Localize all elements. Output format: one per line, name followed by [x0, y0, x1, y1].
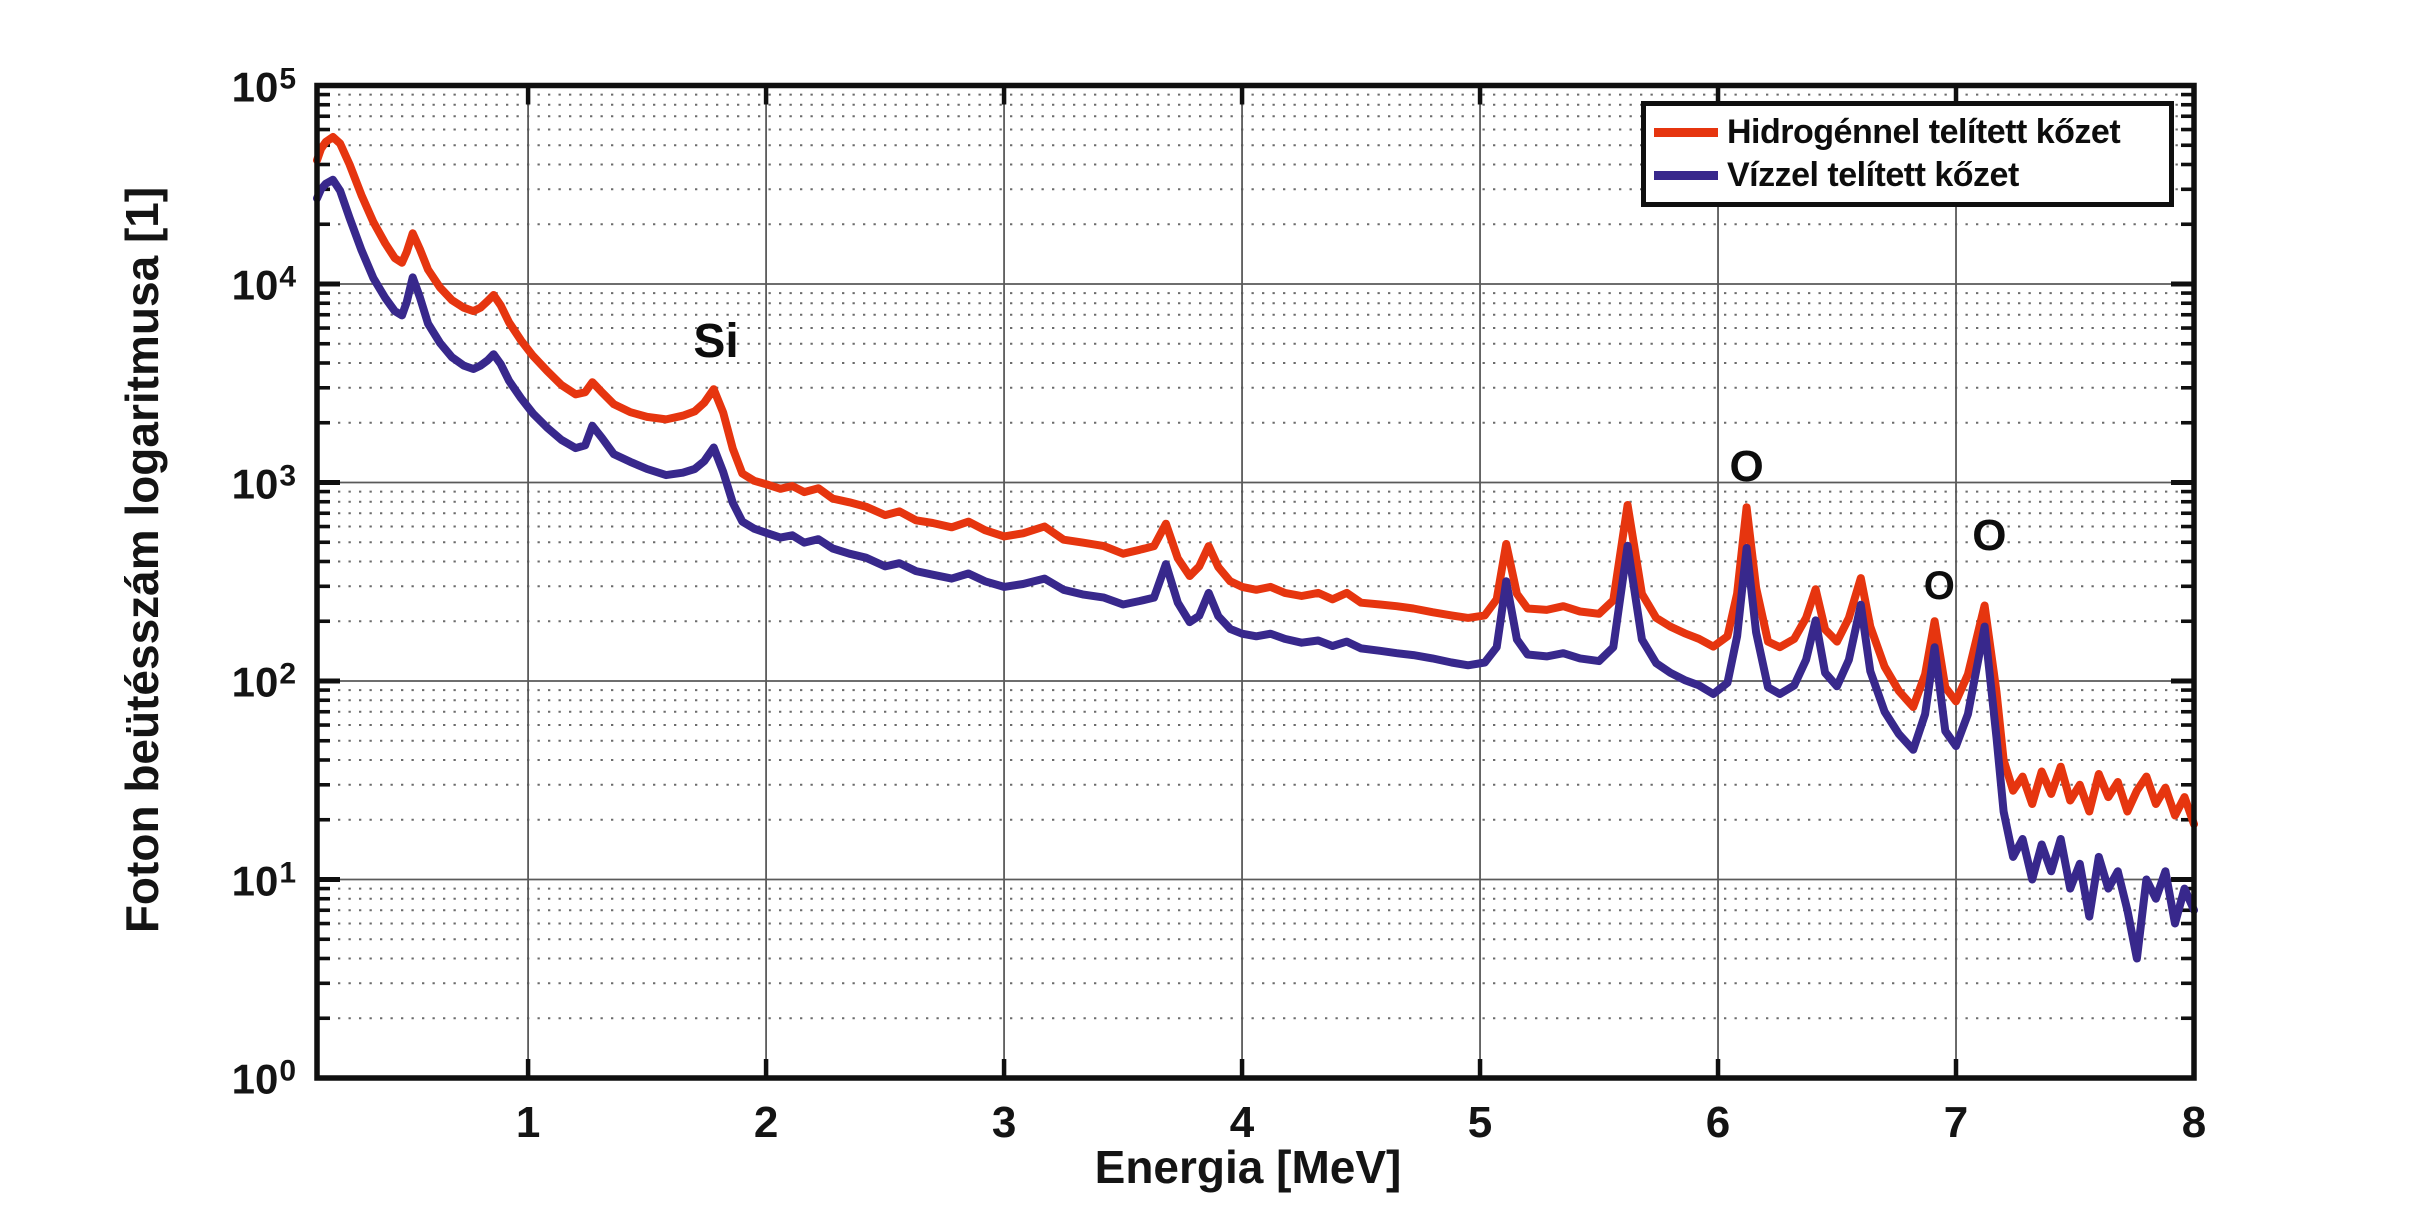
series-line-0 [313, 133, 2198, 829]
y-tick-label: 105 [231, 62, 296, 110]
legend-line-sample [1654, 127, 1718, 137]
curves [313, 133, 2198, 963]
series-line-1 [313, 175, 2198, 963]
x-gridlines [527, 85, 1957, 1078]
plot-border [314, 82, 2197, 1081]
y-tick-label: 104 [231, 260, 296, 309]
legend-label: Vízzel telített kőzet [1727, 156, 2019, 195]
legend: Hidrogénnel telített kőzet Vízzel telítet… [1641, 101, 2174, 207]
annotation-o: O [1972, 510, 2007, 560]
legend-item-0: Hidrogénnel telített kőzet [1654, 113, 2161, 152]
x-tick-label: 8 [2181, 1098, 2207, 1147]
decade-gridlines [317, 283, 2194, 881]
annotation-si: Si [693, 315, 739, 369]
x-axis-title: Energia [MeV] [1094, 1141, 1402, 1193]
x-tick-label: 3 [991, 1098, 1017, 1147]
y-tick-label: 103 [231, 459, 296, 507]
legend-label: Hidrogénnel telített kőzet [1727, 112, 2121, 151]
annotation-o: O [1923, 564, 1955, 609]
y-tick-label: 101 [231, 856, 296, 904]
x-tick-label: 5 [1467, 1098, 1493, 1147]
legend-line-sample [1654, 171, 1718, 181]
x-tick-label: 6 [1705, 1098, 1731, 1147]
annotation-o: O [1729, 441, 1764, 491]
x-tick-label: 2 [753, 1098, 779, 1147]
x-tick-label: 1 [515, 1098, 541, 1147]
x-tick-label: 4 [1229, 1098, 1255, 1147]
x-tick-label: 7 [1943, 1098, 1969, 1147]
y-tick-label: 102 [231, 657, 296, 706]
axis-ticks [317, 83, 2194, 1081]
y-tick-label: 100 [231, 1054, 296, 1103]
y-axis-title: Foton beütésszám logaritmusa [1] [116, 186, 168, 934]
legend-item-1: Vízzel telített kőzet [1654, 156, 2161, 195]
